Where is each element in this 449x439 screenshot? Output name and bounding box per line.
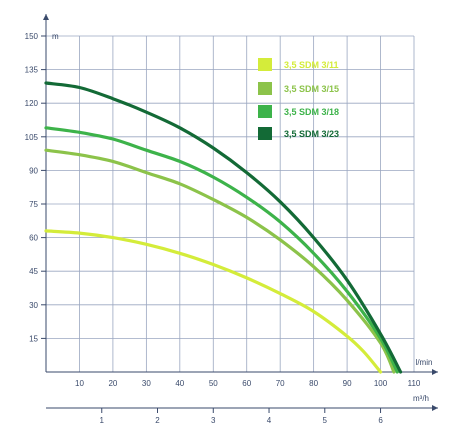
x-tick-label-100: 100 bbox=[374, 379, 388, 388]
curves bbox=[44, 81, 403, 374]
y-tick-label-105: 105 bbox=[25, 133, 39, 142]
y-tick-label-135: 135 bbox=[25, 66, 39, 75]
legend-swatch-4 bbox=[258, 127, 272, 140]
legend-label-2: 3,5 SDM 3/15 bbox=[284, 84, 339, 94]
x2-tick-label-1: 1 bbox=[100, 416, 105, 425]
y-tick-label-15: 15 bbox=[29, 334, 38, 343]
x-tick-label-10: 10 bbox=[75, 379, 84, 388]
legend-label-4: 3,5 SDM 3/23 bbox=[284, 129, 339, 139]
x2-tick-label-5: 5 bbox=[323, 416, 328, 425]
y-tick-label-150: 150 bbox=[25, 32, 39, 41]
y-tick-label-60: 60 bbox=[29, 234, 38, 243]
y-axis-unit: m bbox=[52, 32, 59, 41]
x-tick-label-110: 110 bbox=[408, 379, 421, 388]
x-tick-label-30: 30 bbox=[142, 379, 151, 388]
x-tick-label-90: 90 bbox=[343, 379, 352, 388]
x-axis-unit: l/min bbox=[416, 358, 433, 367]
series-line-3 bbox=[44, 126, 399, 374]
legend-swatch-1 bbox=[258, 58, 272, 71]
y-tick-label-45: 45 bbox=[29, 267, 38, 276]
legend-swatch-2 bbox=[258, 82, 272, 95]
x-tick-label-70: 70 bbox=[276, 379, 285, 388]
legend-label-1: 3,5 SDM 3/11 bbox=[284, 60, 339, 70]
y-tick-label-120: 120 bbox=[25, 99, 39, 108]
x2-tick-label-6: 6 bbox=[378, 416, 383, 425]
x-tick-label-20: 20 bbox=[108, 379, 117, 388]
axes bbox=[41, 14, 438, 413]
series-line-1 bbox=[44, 229, 383, 374]
legend-label-3: 3,5 SDM 3/18 bbox=[284, 107, 339, 117]
grid bbox=[46, 35, 415, 372]
x2-axis-unit: m³/h bbox=[413, 394, 429, 403]
x-tick-label-80: 80 bbox=[309, 379, 318, 388]
x2-tick-label-2: 2 bbox=[155, 416, 160, 425]
x2-tick-label-3: 3 bbox=[211, 416, 216, 425]
y-tick-label-90: 90 bbox=[29, 166, 38, 175]
legend-swatch-3 bbox=[258, 105, 272, 118]
x-tick-label-60: 60 bbox=[242, 379, 251, 388]
series-line-4 bbox=[44, 81, 403, 374]
x-tick-label-50: 50 bbox=[209, 379, 218, 388]
legend: 3,5 SDM 3/11 3,5 SDM 3/15 3,5 SDM 3/18 3,5 … bbox=[258, 58, 339, 140]
x2-tick-label-4: 4 bbox=[267, 416, 272, 425]
y-tick-label-30: 30 bbox=[29, 301, 38, 310]
series-line-2 bbox=[44, 148, 396, 374]
y-tick-label-75: 75 bbox=[29, 200, 38, 209]
x-tick-label-40: 40 bbox=[175, 379, 184, 388]
